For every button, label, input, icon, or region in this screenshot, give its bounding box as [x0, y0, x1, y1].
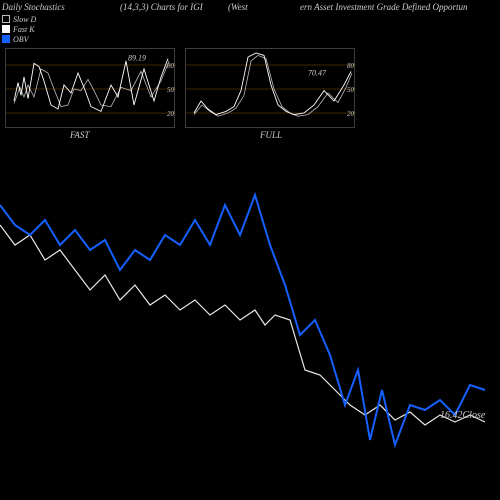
svg-text:70.47: 70.47: [308, 69, 327, 78]
fast-chart: 80502089.19: [5, 48, 175, 128]
legend-item-fast-k: Fast K: [2, 24, 36, 34]
svg-text:80: 80: [347, 62, 355, 70]
title-right: ern Asset Investment Grade Defined Oppor…: [300, 2, 468, 12]
svg-text:89.19: 89.19: [128, 54, 146, 63]
svg-text:20: 20: [347, 110, 355, 118]
fast-chart-label: FAST: [70, 130, 89, 140]
swatch-obv: [2, 35, 10, 43]
full-chart: 80 50 20 70.47: [185, 48, 355, 128]
main-chart-svg: 16.42Close: [0, 190, 500, 490]
title-mid: (West: [228, 2, 248, 12]
svg-text:50: 50: [347, 86, 355, 94]
swatch-fast-k: [2, 25, 10, 33]
svg-text:20: 20: [167, 110, 175, 118]
legend-item-obv: OBV: [2, 34, 36, 44]
title-bar: Daily Stochastics (14,3,3) Charts for IG…: [0, 2, 500, 14]
full-chart-label: FULL: [260, 130, 282, 140]
legend-label-fast-k: Fast K: [13, 25, 35, 34]
title-left: Daily Stochastics: [2, 2, 65, 12]
swatch-slow-d: [2, 15, 10, 23]
svg-text:16.42Close: 16.42Close: [440, 410, 486, 421]
main-chart: 16.42Close: [0, 190, 500, 490]
legend: Slow D Fast K OBV: [2, 14, 36, 44]
full-chart-svg: 80 50 20 70.47: [186, 49, 356, 129]
legend-label-obv: OBV: [13, 35, 29, 44]
legend-label-slow-d: Slow D: [13, 15, 36, 24]
fast-chart-svg: 80502089.19: [6, 49, 176, 129]
legend-item-slow-d: Slow D: [2, 14, 36, 24]
svg-text:50: 50: [167, 86, 175, 94]
title-params: (14,3,3) Charts for IGI: [120, 2, 203, 12]
